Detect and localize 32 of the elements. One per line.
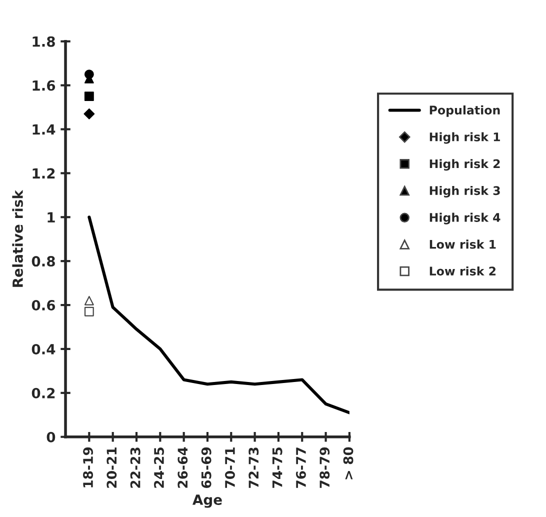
y-tick-label: 0: [46, 432, 56, 442]
legend-label: High risk 4: [430, 212, 500, 224]
x-tick-label: 26-64: [178, 447, 188, 488]
y-tick-label: 1: [48, 212, 55, 222]
x-tick-label: 70-71: [224, 447, 235, 488]
y-tick-label: 0.4: [32, 344, 56, 354]
x-tick-label: 22-23: [130, 448, 140, 488]
x-tick-label: 18-19: [83, 447, 94, 488]
y-tick-label: 1.8: [32, 36, 55, 47]
x-tick-label: 65-69: [201, 447, 212, 488]
x-tick-label: 72-73: [248, 448, 259, 488]
y-tick-label: 1.6: [32, 80, 56, 91]
legend-label: High risk 1: [430, 132, 500, 144]
y-axis-title: Relative risk: [12, 190, 23, 287]
y-tick-label: 1.4: [32, 124, 56, 135]
y-tick-label: 0.8: [32, 256, 55, 267]
x-tick-label: > 80: [343, 447, 354, 480]
y-tick-label: 0.6: [32, 300, 56, 311]
x-axis-title: Age: [192, 494, 222, 508]
legend-label: Low risk 1: [430, 240, 496, 249]
legend-label: Population: [430, 105, 500, 117]
line-series: [88, 216, 350, 414]
x-tick-label: 76-77: [296, 448, 306, 488]
y-tick-label: 1.2: [32, 168, 55, 178]
x-tick-label: 78-79: [320, 447, 330, 488]
x-tick-label: 74-75: [272, 448, 282, 488]
x-tick-label: 20-21: [106, 447, 117, 488]
y-tick-label: 0.2: [32, 388, 55, 398]
legend-label: Low risk 2: [430, 266, 496, 276]
legend-label: High risk 3: [430, 186, 500, 198]
x-tick-label: 24-25: [154, 448, 164, 488]
legend-label: High risk 2: [430, 159, 500, 171]
